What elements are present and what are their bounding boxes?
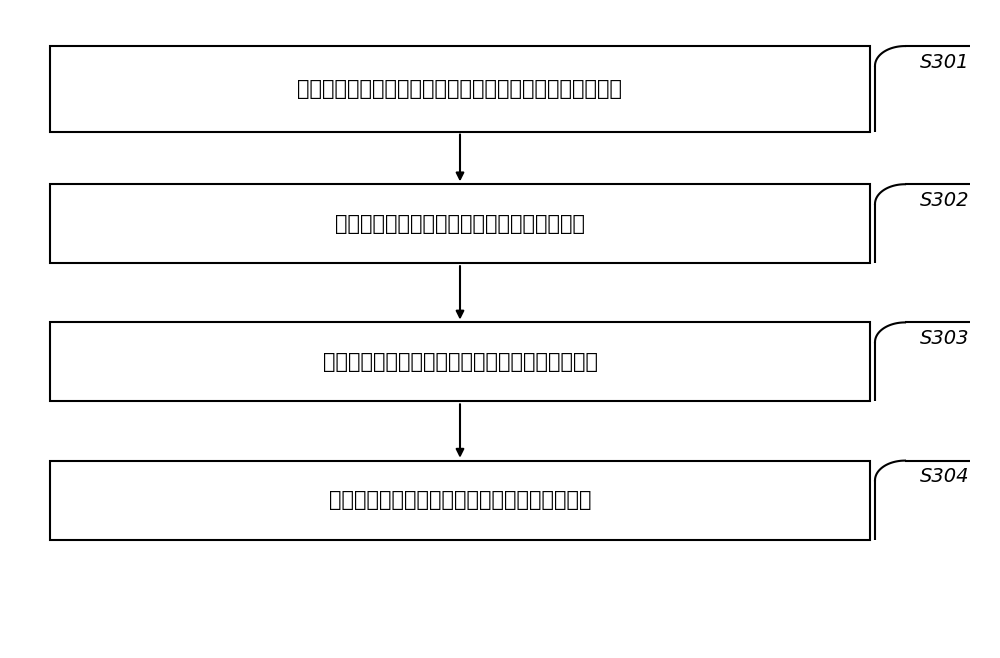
Text: 固相沉积在底层导电电极层上，得到电子传输层: 固相沉积在底层导电电极层上，得到电子传输层 [329,490,591,510]
FancyBboxPatch shape [50,322,870,401]
FancyBboxPatch shape [50,184,870,263]
FancyBboxPatch shape [50,461,870,540]
FancyBboxPatch shape [50,46,870,132]
Text: S302: S302 [920,191,970,210]
Text: 溶液经过雾化器雾化，以雾状喷入高温气氛中: 溶液经过雾化器雾化，以雾状喷入高温气氛中 [335,214,585,234]
Text: 溶剂蒸发伴随金属盐热分解，因过饱和而析出固相: 溶剂蒸发伴随金属盐热分解，因过饱和而析出固相 [322,352,598,372]
Text: S303: S303 [920,329,970,348]
Text: S301: S301 [920,53,970,72]
Text: 将电子传输介质前驱体溶于乙醇中，并将溶液置于雾化器中: 将电子传输介质前驱体溶于乙醇中，并将溶液置于雾化器中 [298,79,622,99]
Text: S304: S304 [920,467,970,486]
